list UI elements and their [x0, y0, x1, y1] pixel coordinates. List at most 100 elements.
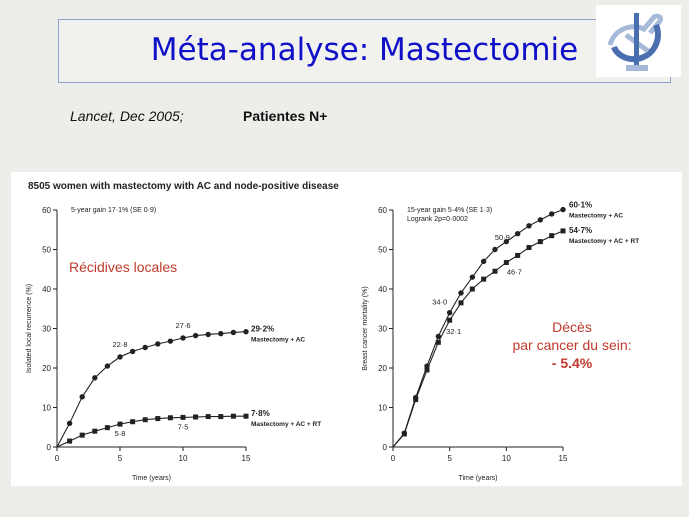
panel1-y-tick-label: 10 — [42, 404, 51, 413]
panel1-point-label: 27·6 — [175, 321, 190, 330]
panel1-series-1-point — [129, 348, 136, 355]
panel2-series-1-point — [503, 238, 510, 245]
panel1-x-axis-label: Time (years) — [132, 475, 171, 482]
panel1-series-1-point — [180, 335, 186, 341]
panel1-y-tick-label: 50 — [42, 246, 51, 255]
panel1-series-1-point — [117, 354, 123, 360]
panel2-series-1-point — [492, 246, 498, 253]
panel2-gain-annotation: 15-year gain 5·4% (SE 1·3) — [407, 207, 492, 214]
panel1-series-2-point — [180, 414, 186, 420]
panel2-y-tick-label: 40 — [378, 285, 387, 294]
panel1-series-2-point — [79, 432, 85, 438]
panel1-series-2-point — [117, 421, 123, 427]
panel1-series-2-point — [193, 414, 199, 420]
panel2-series-2-point — [401, 431, 407, 437]
panel2-y-tick-label: 10 — [378, 404, 387, 413]
panel2-series-1-point — [548, 211, 555, 217]
panel2-overlay-label: par cancer du sein: — [512, 337, 631, 353]
panel1-y-axis-label: Isolated local recurrence (%) — [26, 284, 33, 373]
panel1-series-1-point — [205, 331, 211, 338]
panel2-point-label: 46·7 — [507, 268, 522, 277]
panel1-x-tick-label: 15 — [242, 454, 251, 463]
panel2-series-1-point — [446, 310, 453, 316]
panel1-series-2-end-value: 7·8% — [251, 409, 270, 418]
panel2-x-tick-label: 5 — [447, 454, 452, 463]
panel2-series-1-point — [560, 206, 566, 213]
panel2-y-tick-label: 20 — [378, 364, 387, 373]
panel1-series-2-point — [155, 416, 161, 422]
panel2-series-2-point — [469, 286, 475, 292]
km-figure: 8505 women with mastectomy with AC and n… — [26, 181, 639, 482]
panel1-series-1-point — [66, 420, 73, 426]
panel1-series-1-end-label: Mastectomy + AC — [251, 337, 305, 344]
panel2-x-tick-label: 0 — [391, 454, 396, 463]
panel1-series-2-point — [218, 414, 224, 420]
panel1-y-tick-label: 0 — [47, 443, 52, 452]
panel1-gain-annotation: 5-year gain 17·1% (SE 0·9) — [71, 207, 156, 214]
panel1-y-tick-label: 30 — [42, 325, 51, 334]
panel1-series-1-point — [142, 344, 148, 351]
panel2-series-2-point — [503, 260, 509, 266]
panel2-series-2-point — [537, 239, 543, 245]
panel1-series-2-line — [56, 415, 246, 448]
panel2-y-tick-label: 0 — [383, 443, 388, 452]
panel2-series-2-point — [447, 317, 453, 323]
panel2-x-tick-label: 15 — [559, 454, 568, 463]
panel2-series-1-point — [526, 223, 532, 229]
logo — [596, 5, 681, 77]
panel2-y-tick-label: 50 — [378, 246, 387, 255]
panel1-series-1-point — [104, 363, 111, 369]
panel1-series-2-point — [142, 417, 148, 423]
figure-heading: 8505 women with mastectomy with AC and n… — [28, 181, 339, 192]
panel1-series-1-point — [218, 330, 224, 337]
panel2-series-2-point — [458, 300, 464, 306]
panel1-series-1-point — [79, 394, 85, 400]
panel2-series-2-point — [526, 245, 532, 251]
panel1-series-1-end-value: 29·2% — [251, 325, 274, 334]
panel2-overlay-label: - 5.4% — [552, 355, 593, 371]
panel1-y-tick-label: 20 — [42, 364, 51, 373]
panel2-series-1-point — [458, 290, 464, 296]
panel2-series-2-point — [435, 339, 441, 345]
panel1-series-1-point — [155, 341, 161, 347]
panel2-y-axis-label: Breast cancer mortality (%) — [362, 286, 369, 370]
panel2-series-2-line — [392, 230, 564, 448]
panel2-x-tick-label: 10 — [502, 454, 511, 463]
panel2-gain-annotation: Logrank 2p=0·0002 — [407, 216, 468, 223]
panel2-series-2-point — [492, 268, 498, 274]
population-label: Patientes N+ — [243, 108, 328, 124]
panel2-series-1-point — [537, 217, 544, 223]
panel1-series-1-point — [167, 338, 174, 344]
panel1-overlay-label: Récidives locales — [69, 259, 177, 275]
figure-panel: 8505 women with mastectomy with AC and n… — [11, 172, 682, 486]
panel1-series-2-point — [243, 413, 249, 419]
panel1-y-tick-label: 60 — [42, 206, 51, 215]
panel2-series-1-point — [514, 231, 521, 237]
panel2-x-axis-label: Time (years) — [458, 475, 497, 482]
panel1-series-2-point — [167, 415, 173, 421]
panel2-overlay-label: Décès — [552, 319, 592, 335]
panel2-series-1-point — [480, 258, 487, 265]
panel1-series-2-point — [92, 428, 98, 434]
panel1-series-2-point — [104, 425, 110, 431]
panel1-point-label: 22·8 — [112, 340, 127, 349]
panel2-series-1-end-value: 60·1% — [569, 201, 592, 210]
panel2-y-tick-label: 30 — [378, 325, 387, 334]
panel1-x-tick-label: 10 — [179, 454, 188, 463]
panel2-series-2-point — [424, 367, 430, 373]
panel2-series-2-point — [515, 252, 521, 258]
panel1-point-label: 5·8 — [115, 429, 126, 438]
panel1-series-1-point — [92, 375, 98, 381]
panel1-series-2-point — [67, 438, 73, 444]
panel1-series-1-point — [230, 329, 237, 336]
institution-logo-icon — [607, 13, 663, 71]
panel2-series-1-end-label: Mastectomy + AC — [569, 213, 623, 220]
panel2-point-label: 50·9 — [495, 233, 510, 242]
panel2-series-2-point — [549, 233, 555, 239]
panel1-y-tick-label: 40 — [42, 285, 51, 294]
panel1-point-label: 7·5 — [178, 422, 189, 431]
panel2-series-2-end-value: 54·7% — [569, 226, 592, 235]
panel2-point-label: 32·1 — [446, 327, 461, 336]
panel1-series-2-end-label: Mastectomy + AC + RT — [251, 421, 321, 428]
panel1-series-1-line — [56, 331, 247, 448]
